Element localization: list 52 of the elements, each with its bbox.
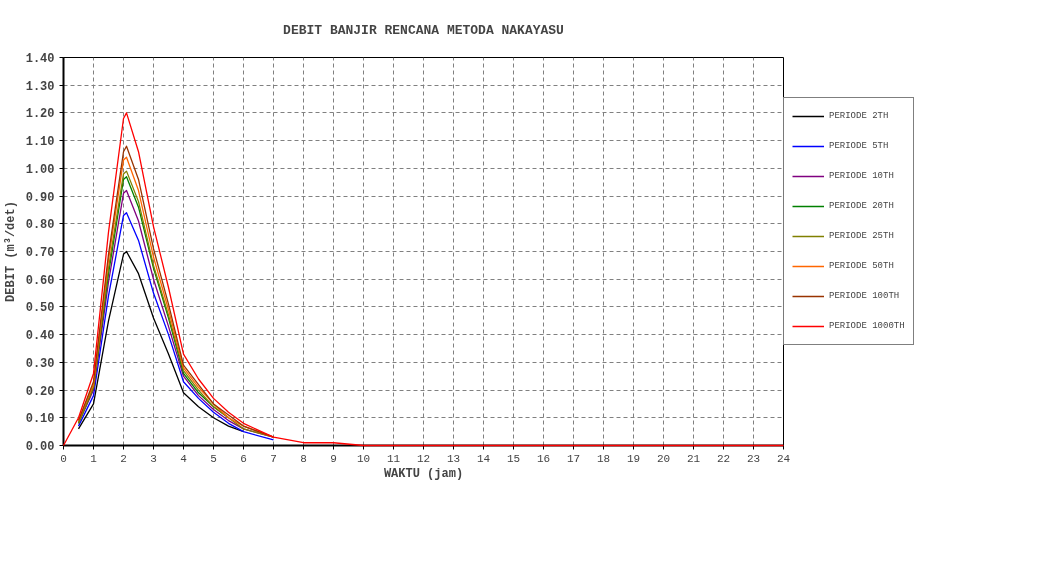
y-tick-label: 1.20 — [25, 107, 55, 122]
legend-label: PERIODE 100TH — [829, 290, 900, 303]
x-tick-label: 2 — [120, 452, 127, 465]
y-tick-label: 0.60 — [25, 273, 55, 288]
y-tick-label: 0.50 — [25, 301, 55, 316]
y-tick-label: 0.80 — [25, 218, 55, 233]
x-tick-label: 17 — [566, 452, 581, 465]
x-axis-title: WAKTU (jam) — [383, 466, 464, 481]
y-tick-label: 0.70 — [25, 246, 55, 260]
legend-label: PERIODE 25TH — [829, 230, 894, 243]
y-tick-label: 1.30 — [25, 79, 55, 94]
y-axis-title: DEBIT (m³/det) — [3, 201, 18, 302]
x-tick-label: 10 — [356, 452, 371, 465]
x-tick-label: 22 — [716, 452, 731, 465]
x-tick-label: 15 — [506, 452, 521, 465]
x-tick-label: 0 — [60, 452, 67, 465]
x-tick-label: 9 — [330, 452, 337, 465]
line-series — [77, 250, 245, 433]
x-tick-label: 14 — [476, 452, 491, 465]
x-tick-label: 13 — [446, 452, 461, 465]
x-tick-label: 5 — [210, 452, 217, 465]
x-tick-label: 3 — [150, 452, 157, 465]
x-tick-label: 11 — [386, 452, 401, 465]
x-tick-label: 12 — [416, 452, 431, 465]
x-tick-label: 8 — [300, 452, 307, 465]
y-tick-label: 1.00 — [25, 162, 55, 177]
chart-title: DEBIT BANJIR RENCANA METODA NAKAYASU — [283, 22, 564, 38]
legend-label: PERIODE 10TH — [829, 170, 894, 183]
x-tick-label: 19 — [626, 452, 641, 465]
x-tick-label: 21 — [686, 452, 701, 465]
x-tick-label: 18 — [596, 452, 611, 465]
x-tick-label: 16 — [536, 452, 551, 465]
x-tick-label: 1 — [90, 452, 98, 465]
legend-label: PERIODE 1000TH — [829, 320, 905, 333]
y-tick-label: 0.20 — [25, 384, 55, 399]
x-tick-label: 7 — [270, 452, 277, 465]
x-tick-label: 6 — [240, 452, 247, 465]
y-tick-label: 1.40 — [25, 52, 55, 66]
x-tick-label: 24 — [776, 452, 791, 465]
y-tick-label: 0.90 — [25, 190, 55, 205]
y-tick-label: 0.00 — [25, 440, 55, 454]
x-tick-label: 20 — [656, 452, 671, 465]
y-tick-label: 0.10 — [25, 412, 55, 427]
y-tick-label: 0.30 — [25, 356, 55, 371]
legend-label: PERIODE 5TH — [829, 140, 889, 153]
y-tick-label: 1.10 — [25, 135, 55, 150]
x-tick-label: 23 — [746, 452, 761, 465]
legend-label: PERIODE 20TH — [829, 200, 894, 213]
y-tick-label: 0.40 — [25, 329, 55, 344]
legend-label: PERIODE 2TH — [829, 110, 889, 123]
x-tick-label: 4 — [180, 452, 188, 465]
legend-label: PERIODE 50TH — [829, 260, 894, 273]
